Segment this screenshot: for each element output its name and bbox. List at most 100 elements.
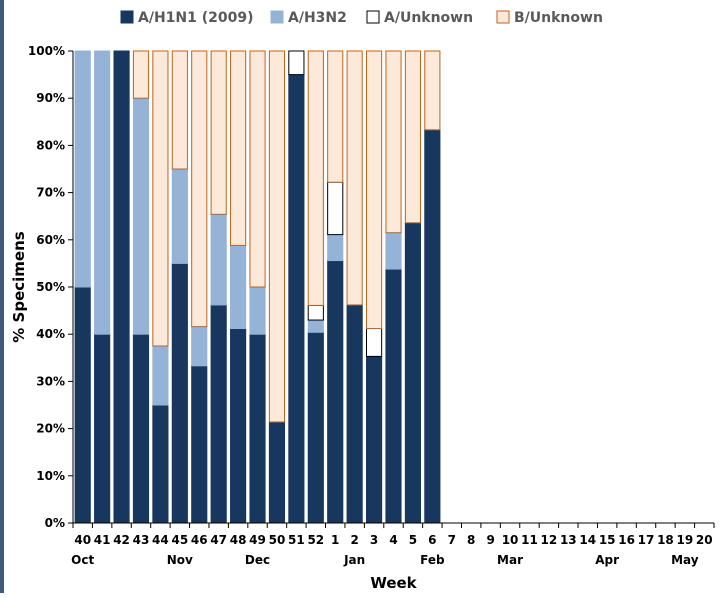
bar-segment-1-week-48 — [230, 244, 247, 330]
bar-segment-0-week-51 — [288, 74, 305, 524]
bar-segment-1-week-43 — [132, 97, 150, 335]
bar-segment-3-week-52 — [307, 50, 324, 306]
bar-segment-3-week-45 — [171, 50, 188, 170]
legend-label-0: A/H1N1 (2009) — [138, 10, 254, 26]
x-tick-label: 47 — [210, 533, 227, 547]
legend-swatch-2 — [366, 10, 380, 24]
x-axis-title: Week — [370, 574, 417, 592]
bar-segment-3-week-49 — [249, 50, 266, 288]
y-tick-label: 60% — [36, 233, 65, 247]
bar-segment-0-week-44 — [152, 404, 169, 524]
x-tick-label: 5 — [409, 533, 417, 547]
bar-segment-1-week-52 — [307, 319, 324, 333]
bar-segment-1-week-45 — [171, 168, 188, 264]
x-tick-label: 15 — [599, 533, 616, 547]
x-tick-label: 41 — [94, 533, 111, 547]
bar-segment-2-week-51 — [288, 50, 305, 76]
x-tick-label: 1 — [331, 533, 339, 547]
month-label: Feb — [420, 553, 445, 567]
x-tick-label: 12 — [541, 533, 558, 547]
y-tick-label: 100% — [28, 44, 65, 58]
bar-segment-1-week-40 — [74, 50, 91, 288]
bar-segment-0-week-5 — [404, 222, 421, 524]
bar-segment-0-week-49 — [249, 333, 266, 524]
bar-segment-0-week-2 — [346, 304, 363, 524]
y-tick-label: 40% — [36, 327, 65, 341]
x-tick-label: 14 — [579, 533, 596, 547]
bar-segment-3-week-47 — [210, 50, 227, 215]
bar-segment-1-week-44 — [152, 345, 169, 406]
bar-segment-1-week-46 — [191, 326, 208, 367]
x-tick-label: 16 — [618, 533, 635, 547]
x-tick-label: 44 — [152, 533, 169, 547]
bar-segment-0-week-52 — [307, 331, 324, 524]
y-tick-label: 50% — [36, 280, 65, 294]
x-tick-label: 18 — [657, 533, 674, 547]
month-label: May — [671, 553, 699, 567]
bars — [74, 50, 441, 524]
bar-segment-3-week-1 — [327, 50, 344, 183]
month-label: Nov — [167, 553, 193, 567]
x-tick-label: 42 — [113, 533, 130, 547]
x-tick-label: 4 — [389, 533, 397, 547]
x-tick-label: 50 — [269, 533, 286, 547]
legend-swatch-3 — [496, 10, 510, 24]
y-tick-label: 70% — [36, 186, 65, 200]
bar-segment-1-week-4 — [385, 232, 402, 270]
bar-segment-2-week-1 — [327, 181, 344, 236]
x-tick-label: 3 — [370, 533, 378, 547]
bar-segment-3-week-44 — [152, 50, 169, 347]
y-axis-title: % Specimens — [10, 231, 28, 342]
x-tick-label: 51 — [288, 533, 305, 547]
legend-swatch-1 — [270, 10, 284, 24]
legend: A/H1N1 (2009) A/H3N2 A/Unknown B/Unknown — [120, 10, 603, 26]
x-tick-label: 8 — [467, 533, 475, 547]
x-tick-label: 13 — [560, 533, 577, 547]
x-tick-label: 46 — [191, 533, 208, 547]
legend-label-2: A/Unknown — [384, 10, 473, 26]
legend-swatch-0 — [120, 10, 134, 24]
x-tick-label: 2 — [350, 533, 358, 547]
bar-segment-2-week-52 — [307, 304, 324, 321]
x-tick-label: 9 — [486, 533, 494, 547]
x-tick-label: 49 — [249, 533, 266, 547]
bar-segment-0-week-41 — [94, 333, 111, 524]
x-tick-label: 10 — [502, 533, 519, 547]
month-label: Jan — [343, 553, 365, 567]
bar-segment-1-week-49 — [249, 286, 266, 335]
bar-segment-3-week-5 — [404, 50, 421, 224]
legend-label-3: B/Unknown — [514, 10, 603, 26]
bar-segment-3-week-6 — [424, 50, 441, 131]
bar-segment-0-week-3 — [366, 355, 383, 524]
x-tick-label: 19 — [677, 533, 694, 547]
x-tick-label: 40 — [74, 533, 91, 547]
x-tick-label: 43 — [133, 533, 150, 547]
y-tick-label: 0% — [45, 516, 65, 530]
bar-segment-2-week-3 — [366, 328, 383, 357]
bar-segment-0-week-48 — [230, 328, 247, 524]
x-tick-label: 52 — [307, 533, 324, 547]
y-tick-label: 90% — [36, 91, 65, 105]
x-axis: 40 41 42 43 44 45 46 47 48 49 50 51 52 1 2 3 4 5 6 7 8 9 10 11 1… — [71, 522, 715, 567]
month-label: Apr — [595, 553, 619, 567]
bar-segment-0-week-45 — [171, 262, 188, 524]
bar-segment-0-week-1 — [327, 260, 344, 524]
bar-segment-3-week-4 — [385, 50, 402, 234]
bar-segment-0-week-42 — [113, 50, 130, 524]
x-tick-label: 20 — [696, 533, 713, 547]
bar-segment-3-week-48 — [230, 50, 247, 246]
month-label: Mar — [497, 553, 523, 567]
month-label: Dec — [245, 553, 270, 567]
y-tick-label: 30% — [36, 374, 65, 388]
bar-segment-3-week-3 — [366, 50, 383, 330]
bar-segment-0-week-47 — [210, 304, 227, 524]
x-tick-label: 7 — [448, 533, 456, 547]
bar-segment-0-week-4 — [385, 268, 402, 524]
x-tick-label: 6 — [428, 533, 436, 547]
bar-segment-0-week-40 — [74, 286, 91, 524]
x-tick-label: 17 — [638, 533, 655, 547]
x-tick-label: 48 — [230, 533, 247, 547]
y-tick-label: 80% — [36, 138, 65, 152]
